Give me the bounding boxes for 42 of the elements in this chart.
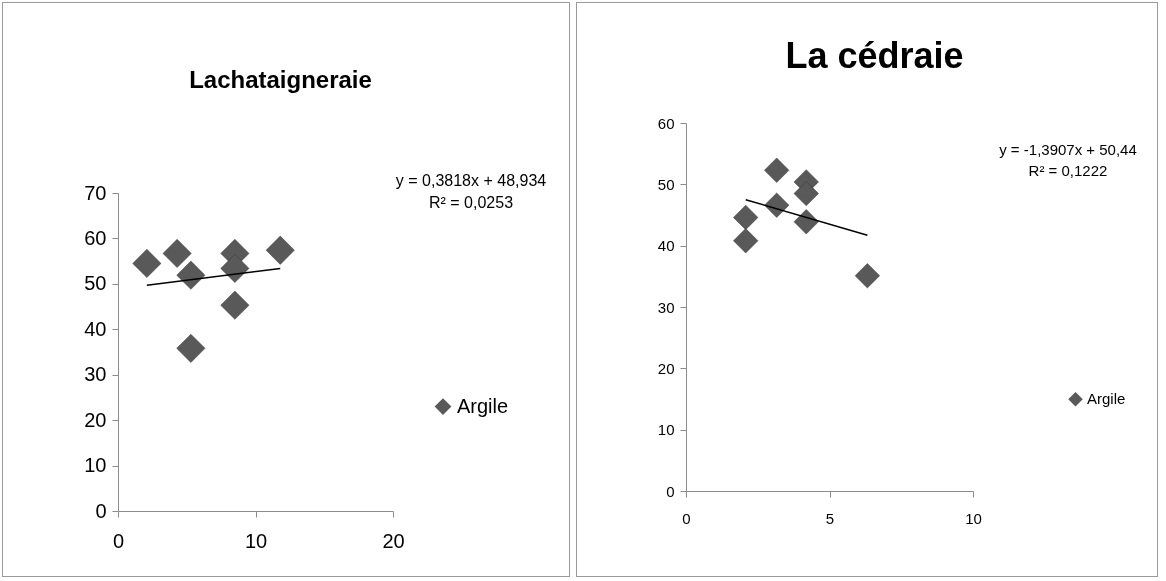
point bbox=[265, 235, 295, 265]
point bbox=[854, 263, 880, 289]
point bbox=[220, 290, 250, 320]
point bbox=[220, 254, 250, 283]
y-tick-label: 10 bbox=[84, 454, 107, 477]
y-tick-label: 10 bbox=[657, 421, 675, 439]
y-tick-label: 20 bbox=[84, 408, 107, 431]
point bbox=[132, 249, 162, 278]
y-tick-label: 70 bbox=[84, 181, 107, 204]
point bbox=[733, 228, 759, 254]
y-tick-label: 60 bbox=[84, 226, 107, 249]
point bbox=[764, 192, 790, 218]
y-tick-label: 20 bbox=[657, 359, 675, 377]
x-tick-label: 10 bbox=[244, 529, 268, 552]
point bbox=[793, 181, 819, 207]
point bbox=[176, 260, 206, 290]
y-tick-label: 40 bbox=[657, 237, 675, 255]
x-tick-label: 10 bbox=[965, 509, 982, 527]
y-tick-label: 50 bbox=[657, 175, 675, 193]
y-tick-label: 0 bbox=[666, 482, 675, 500]
legend-label: Argile bbox=[457, 394, 509, 417]
text: R² = 0,0253 bbox=[428, 194, 514, 212]
point bbox=[793, 209, 819, 235]
chart-title: La cédraie bbox=[785, 35, 964, 76]
x-tick-label: 0 bbox=[112, 529, 125, 552]
y-tick-label: 40 bbox=[84, 317, 107, 340]
point bbox=[162, 239, 192, 268]
y-tick-label: 30 bbox=[84, 363, 107, 386]
x-tick-label: 0 bbox=[682, 509, 691, 527]
x-tick-label: 20 bbox=[382, 529, 405, 552]
chart-title: Lachataigneraie bbox=[189, 66, 372, 93]
text: R² = 0,1222 bbox=[1028, 162, 1108, 179]
y-tick-label: 30 bbox=[657, 298, 675, 316]
y-tick-label: 50 bbox=[84, 272, 107, 295]
y-tick-label: 60 bbox=[657, 114, 675, 132]
legend-label: Argile bbox=[1087, 390, 1126, 408]
point bbox=[764, 157, 790, 183]
point bbox=[176, 333, 206, 363]
x-tick-label: 5 bbox=[825, 509, 835, 527]
point bbox=[733, 204, 759, 230]
text: y = 0,3818x + 48,934 bbox=[395, 172, 547, 189]
text: y = -1,3907x + 50,44 bbox=[999, 141, 1137, 158]
